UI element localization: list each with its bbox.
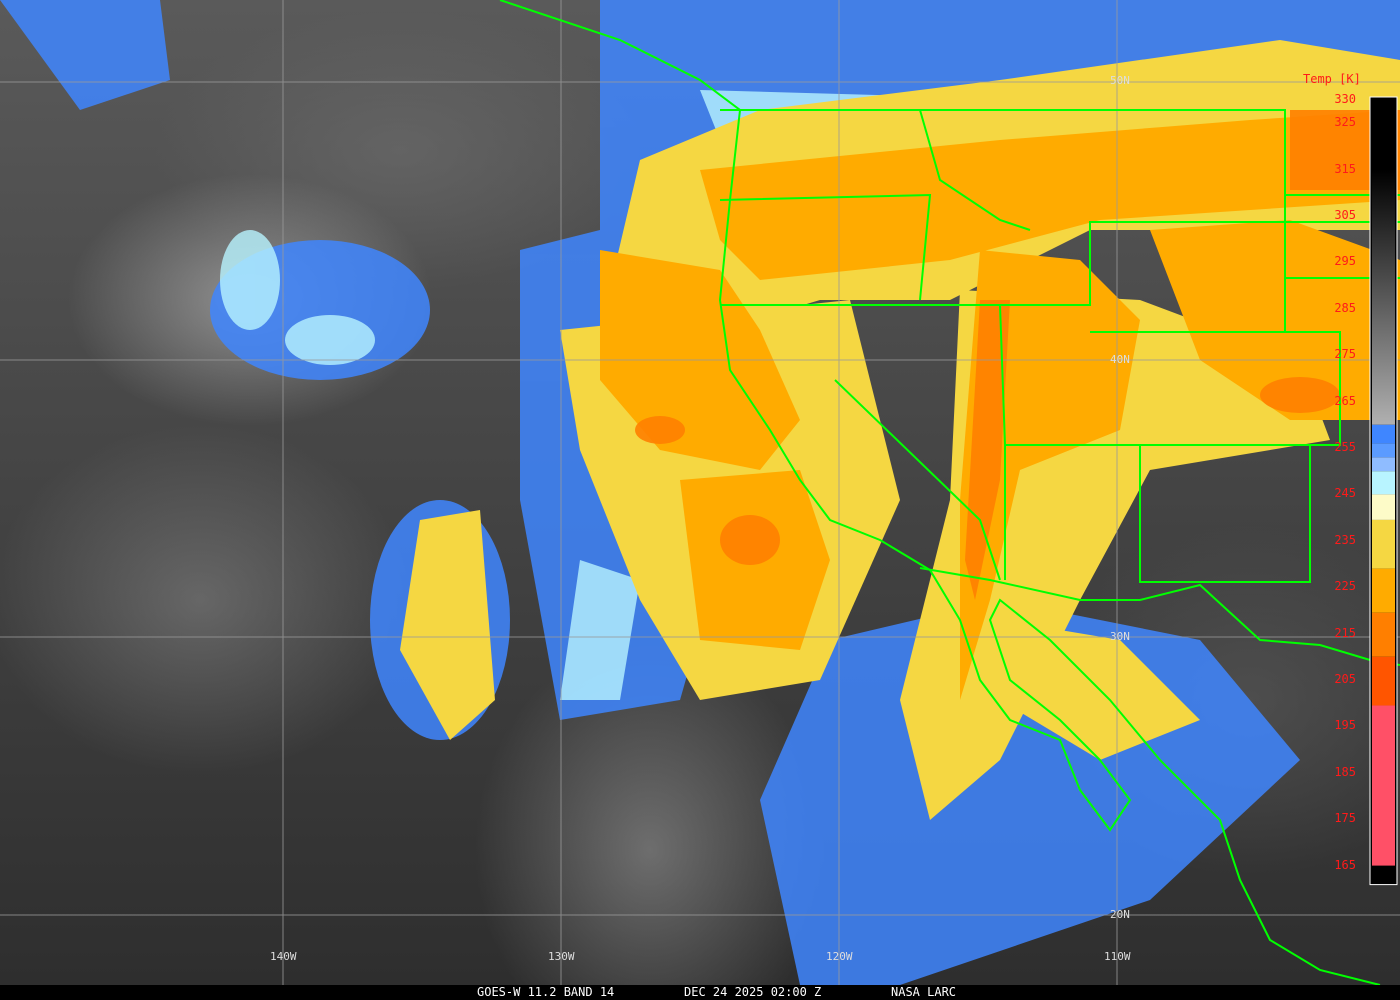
lon-label: 130W: [548, 950, 575, 963]
colorbar-segment: [1372, 494, 1395, 520]
colorbar-tick-label: 315: [1334, 161, 1356, 176]
colorbar-segment: [1372, 656, 1395, 706]
colorbar-tick-label: 295: [1334, 254, 1356, 269]
state-borders: [719, 109, 1400, 583]
colorbar-segment: [1372, 705, 1395, 866]
colorbar-title: Temp [K]: [1303, 72, 1361, 86]
lat-label: 20N: [1110, 908, 1130, 921]
colorbar-tick-label: 195: [1334, 718, 1356, 733]
lat-label: 50N: [1110, 74, 1130, 87]
political-borders: [499, 0, 1400, 985]
colorbar-segment: [1372, 424, 1395, 444]
colorbar-tick-label: 175: [1334, 811, 1356, 826]
colorbar-segment: [1372, 471, 1395, 495]
colorbar-tick-label: 305: [1334, 208, 1356, 222]
colorbar-tick-label: 235: [1334, 532, 1356, 547]
colorbar-tick-label: 165: [1334, 857, 1356, 872]
colorbar-tick-label: 325: [1334, 115, 1356, 130]
lat-label: 40N: [1110, 353, 1130, 366]
observation-time: DEC 24 2025 02:00 Z: [684, 985, 822, 999]
data-source: NASA LARC: [891, 985, 957, 999]
colorbar-tick-label: 245: [1334, 486, 1356, 501]
colorbar-tick-label: 330: [1334, 92, 1356, 106]
colorbar-tick-label: 275: [1334, 347, 1356, 362]
satellite-band: GOES-W 11.2 BAND 14: [477, 985, 615, 999]
colorbar-segment: [1372, 568, 1395, 613]
colorbar-segment: [1372, 457, 1395, 472]
lon-label: 140W: [270, 950, 297, 963]
colorbar-segment: [1372, 612, 1395, 657]
colorbar-tick-label: 205: [1334, 672, 1356, 686]
colorbar-tick-label: 215: [1334, 625, 1356, 640]
colorbar-tick-label: 265: [1334, 393, 1356, 408]
lat-label: 30N: [1110, 630, 1130, 643]
lon-label: 110W: [1104, 950, 1131, 963]
colorbar-segment: [1372, 519, 1395, 569]
colorbar-tick-label: 225: [1334, 579, 1356, 594]
colorbar-tick-label: 255: [1334, 440, 1356, 454]
colorbar-tick-label: 285: [1334, 300, 1356, 315]
colorbar-segment: [1372, 169, 1395, 425]
caption-bar: GOES-W 11.2 BAND 14 DEC 24 2025 02:00 Z …: [0, 985, 1400, 1000]
us-mexico-border: [919, 567, 1400, 666]
colorbar-segment: [1372, 100, 1395, 170]
lon-label: 120W: [826, 950, 853, 963]
colorbar-segment: [1372, 443, 1395, 458]
pacific-coastline: [499, 0, 1381, 985]
colorbar-tick-label: 185: [1334, 764, 1356, 779]
